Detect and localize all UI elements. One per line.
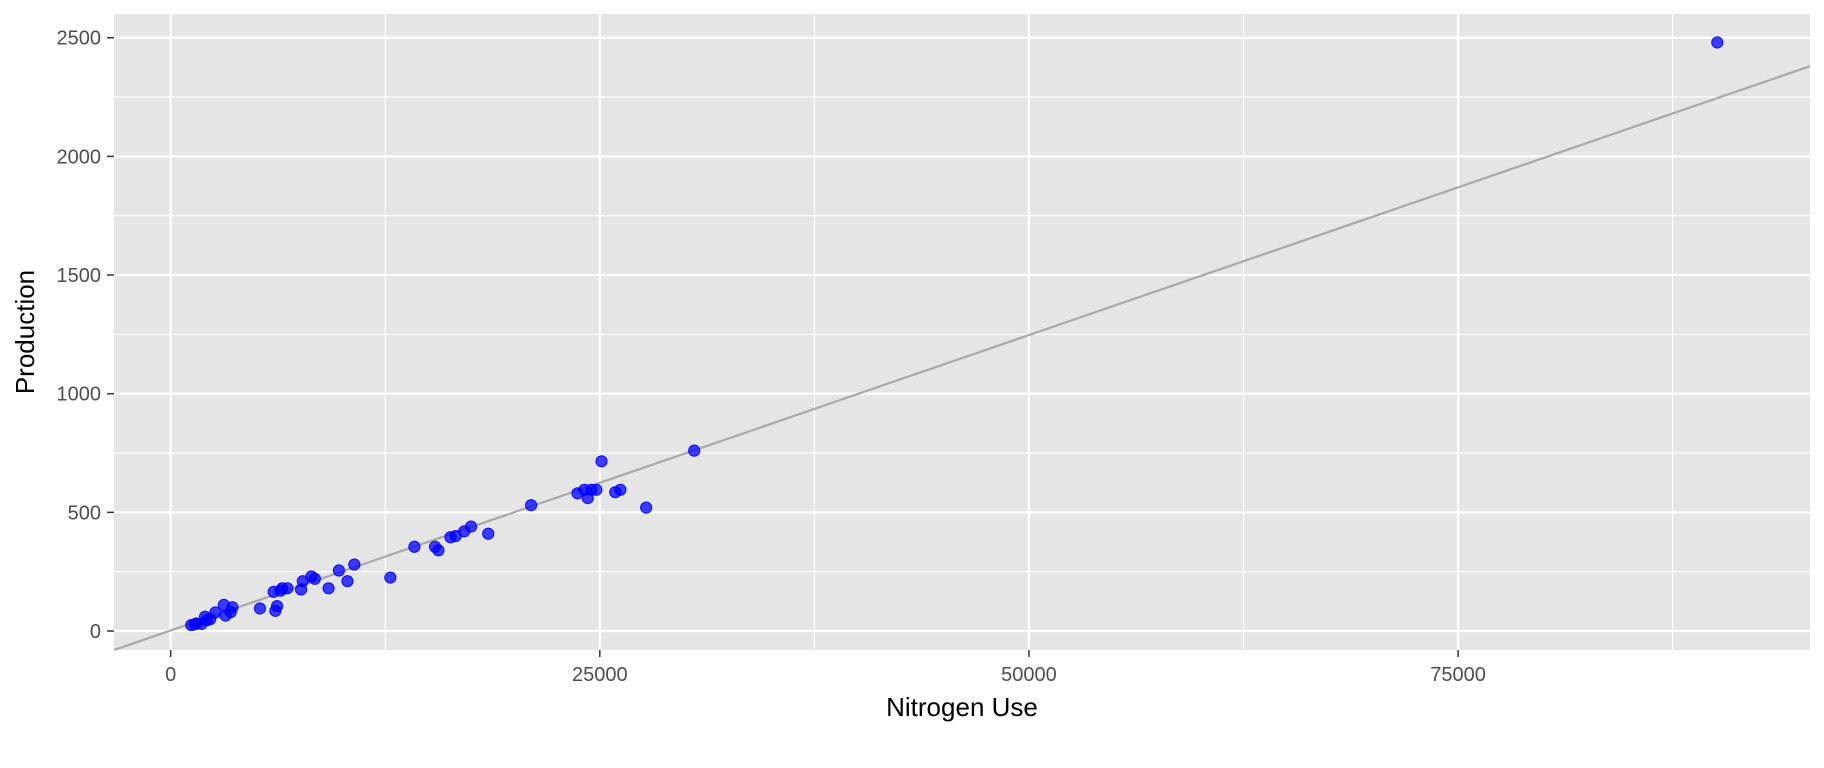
data-point	[341, 575, 354, 588]
x-tick-label: 75000	[1430, 664, 1486, 686]
x-tick-label: 25000	[572, 664, 628, 686]
data-point	[614, 483, 627, 496]
data-point	[482, 527, 495, 540]
x-axis-ticks: 0 25000 50000 75000	[165, 650, 1486, 686]
data-point	[688, 444, 701, 457]
y-tick-label: 0	[90, 621, 101, 643]
y-axis-ticks: 0 500 1000 1500 2000 2500	[57, 28, 114, 643]
data-point	[308, 572, 321, 585]
data-point	[408, 540, 421, 553]
minor-gridlines	[114, 14, 1810, 650]
data-point	[332, 564, 345, 577]
trend-line	[113, 65, 1811, 652]
data-points	[185, 36, 1724, 632]
data-point	[322, 582, 335, 595]
data-point	[464, 520, 478, 533]
data-point	[525, 499, 538, 512]
x-tick-label: 50000	[1001, 664, 1057, 686]
x-axis-title: Nitrogen Use	[886, 692, 1038, 722]
data-point	[270, 599, 284, 613]
data-point	[1711, 36, 1724, 49]
data-point	[281, 582, 294, 595]
data-point	[348, 558, 361, 571]
data-point	[640, 501, 653, 514]
y-tick-label: 1500	[57, 265, 102, 287]
data-point	[226, 601, 239, 614]
data-point	[590, 483, 603, 496]
major-gridlines	[114, 14, 1810, 650]
data-point	[595, 455, 608, 468]
y-tick-label: 500	[68, 502, 101, 524]
x-tick-label: 0	[165, 664, 176, 686]
data-point	[432, 544, 445, 557]
y-axis-title: Production	[10, 270, 40, 394]
plot-panel	[114, 14, 1810, 650]
data-point	[253, 602, 267, 615]
data-point	[384, 571, 397, 584]
y-tick-label: 2500	[57, 28, 102, 50]
y-tick-label: 2000	[57, 146, 102, 168]
y-tick-label: 1000	[57, 384, 102, 406]
